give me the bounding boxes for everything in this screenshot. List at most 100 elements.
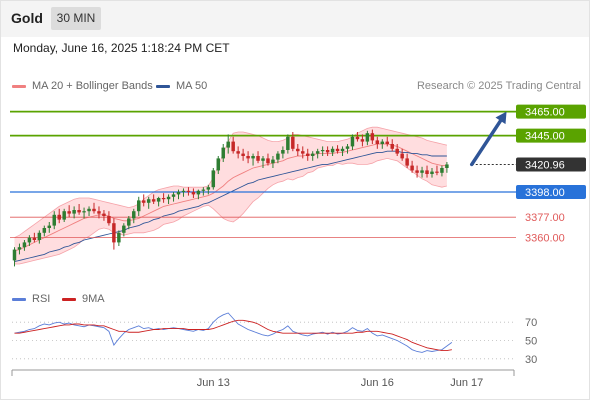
candle-body bbox=[137, 200, 141, 212]
candle-body bbox=[191, 192, 196, 195]
candle-body bbox=[87, 208, 91, 212]
candle-body bbox=[117, 232, 121, 243]
candle-body bbox=[112, 223, 116, 243]
candle-body bbox=[266, 158, 270, 164]
timeframe-button[interactable]: 30 MIN bbox=[51, 7, 101, 30]
candle-body bbox=[52, 214, 56, 226]
candle-body bbox=[211, 170, 216, 188]
rsi-tick-label-30: 30 bbox=[525, 354, 537, 366]
candle-body bbox=[291, 136, 295, 149]
level-label-3445.00: 3445.00 bbox=[525, 131, 565, 143]
legend-ma50-label: MA 50 bbox=[176, 80, 208, 92]
candle-body bbox=[92, 208, 96, 212]
candle-body bbox=[32, 237, 37, 240]
rsi-tick-label-70: 70 bbox=[525, 317, 537, 329]
candle-body bbox=[345, 146, 350, 149]
candle-body bbox=[375, 140, 380, 144]
candle-body bbox=[12, 249, 17, 261]
candle-body bbox=[410, 165, 414, 171]
candle-body bbox=[420, 170, 424, 173]
candle-body bbox=[37, 232, 42, 240]
candle-body bbox=[380, 141, 385, 144]
candle-body bbox=[325, 150, 330, 153]
legend-ma50: MA 50 bbox=[156, 80, 207, 92]
candle-body bbox=[315, 151, 320, 154]
candle-body bbox=[27, 237, 32, 243]
candle-body bbox=[310, 153, 315, 156]
candle-body bbox=[261, 158, 265, 161]
candle-body bbox=[320, 150, 325, 152]
time-tick-label: Jun 16 bbox=[361, 377, 394, 389]
rsi-9ma-line bbox=[14, 319, 452, 352]
candle-body bbox=[390, 144, 394, 149]
candle-body bbox=[141, 200, 146, 203]
candle-body bbox=[166, 196, 171, 200]
candle-body bbox=[97, 211, 101, 214]
candle-body bbox=[47, 225, 52, 228]
candle-body bbox=[186, 190, 191, 192]
legend-bollinger-label: MA 20 + Bollinger Bands bbox=[32, 80, 153, 92]
candle-body bbox=[221, 147, 225, 159]
ma20-line bbox=[14, 143, 447, 252]
level-label-3398.00: 3398.00 bbox=[525, 187, 565, 199]
legend-bollinger-swatch bbox=[12, 84, 26, 88]
candle-body bbox=[330, 148, 335, 153]
candle-body bbox=[286, 136, 290, 150]
rsi-tick-label-50: 50 bbox=[525, 336, 537, 348]
candle-body bbox=[181, 190, 186, 192]
candle-body bbox=[62, 211, 66, 220]
candle-body bbox=[440, 168, 444, 173]
candle-body bbox=[430, 171, 434, 174]
candle-body bbox=[271, 159, 275, 164]
candle-body bbox=[251, 156, 255, 159]
instrument-title: Gold bbox=[11, 10, 43, 26]
candle-body bbox=[276, 153, 280, 160]
candle-body bbox=[201, 189, 206, 191]
candle-body bbox=[231, 141, 235, 152]
candle-body bbox=[226, 141, 230, 148]
candle-body bbox=[415, 170, 419, 173]
candle-body bbox=[246, 156, 250, 159]
candle-body bbox=[445, 164, 449, 168]
legend-rsi-label: RSI bbox=[32, 293, 51, 305]
candle-body bbox=[82, 211, 86, 213]
legend-bollinger: MA 20 + Bollinger Bands bbox=[12, 80, 153, 92]
chart-datetime: Monday, June 16, 2025 1:18:24 PM CET bbox=[13, 41, 230, 55]
level-label-3360.00: 3360.00 bbox=[525, 233, 565, 245]
candle-body bbox=[305, 153, 310, 156]
candle-body bbox=[241, 153, 245, 156]
candle-body bbox=[340, 148, 345, 152]
copyright-text: Research © 2025 Trading Central bbox=[416, 80, 581, 92]
candle-body bbox=[216, 158, 221, 171]
candle-body bbox=[360, 139, 365, 142]
candle-body bbox=[171, 194, 176, 197]
candle-body bbox=[42, 228, 47, 233]
candle-body bbox=[435, 171, 439, 173]
candle-body bbox=[296, 148, 300, 152]
candle-body bbox=[350, 136, 355, 147]
candle-body bbox=[355, 136, 360, 140]
legend-rsi: RSI bbox=[12, 293, 50, 305]
time-tick-label: Jun 13 bbox=[197, 377, 230, 389]
candle-body bbox=[72, 210, 76, 214]
legend-9ma-label: 9MA bbox=[82, 293, 105, 305]
forecast-arrow-shaft bbox=[470, 119, 503, 167]
forecast-arrow-head bbox=[495, 111, 507, 125]
level-label-box-3420.96 bbox=[516, 157, 586, 172]
candle-body bbox=[206, 187, 211, 190]
bollinger-upper-line bbox=[14, 126, 447, 238]
time-tick-label: Jun 17 bbox=[450, 377, 483, 389]
candle-body bbox=[17, 247, 22, 250]
legend-ma50-swatch bbox=[156, 84, 170, 88]
level-label-3420.96: 3420.96 bbox=[525, 159, 565, 171]
candle-body bbox=[57, 214, 61, 220]
candle-body bbox=[77, 210, 81, 213]
legend-9ma-swatch bbox=[62, 297, 76, 301]
candle-body bbox=[67, 211, 71, 214]
level-label-box-3465.00 bbox=[516, 104, 586, 119]
candle-body bbox=[146, 199, 151, 203]
candle-body bbox=[107, 216, 111, 224]
legend-rsi-swatch bbox=[12, 297, 26, 301]
candle-body bbox=[281, 150, 285, 154]
